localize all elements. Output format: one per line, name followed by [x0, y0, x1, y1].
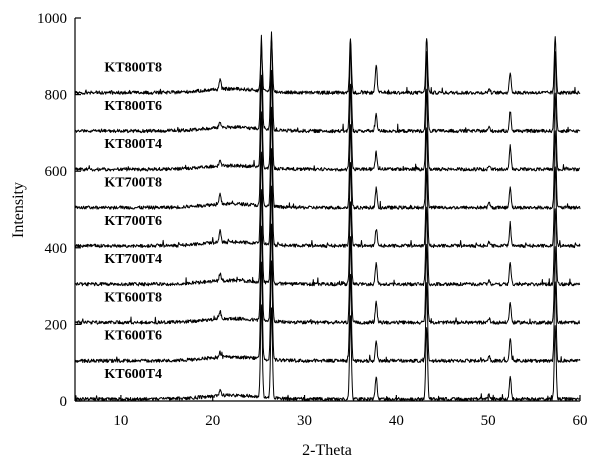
series-trace: [74, 223, 581, 325]
series-trace: [74, 185, 581, 287]
series-label: KT800T4: [104, 137, 162, 152]
series-trace: [74, 69, 581, 172]
x-tick-label: 40: [389, 413, 404, 429]
y-tick-label: 400: [45, 241, 68, 257]
series-label: KT600T4: [104, 367, 162, 382]
x-tick-label: 50: [481, 413, 496, 429]
series-label: KT800T6: [104, 99, 162, 114]
series-trace: [74, 304, 581, 402]
series-label: KT700T6: [104, 214, 162, 229]
y-tick-label: 200: [45, 317, 68, 333]
series-trace: [74, 148, 581, 249]
axes: [74, 18, 580, 402]
y-ticks: 0 200 400 600 800 1000: [37, 11, 81, 410]
series-label: KT800T8: [104, 61, 162, 76]
y-axis-title: Intensity: [10, 182, 27, 238]
series-label: KT700T8: [104, 176, 162, 191]
y-tick-label: 1000: [37, 11, 67, 27]
x-tick-label: 20: [205, 413, 220, 429]
y-tick-label: 600: [45, 164, 68, 180]
series-trace: [74, 36, 581, 95]
series-labels: KT600T4 KT600T6 KT600T8 KT700T4 KT700T6 KT700…: [104, 61, 162, 382]
series-label: KT700T4: [104, 252, 162, 267]
x-axis-title: 2-Theta: [302, 442, 352, 459]
x-tick-label: 10: [113, 413, 128, 429]
series-trace: [74, 31, 581, 134]
series-trace: [74, 106, 581, 210]
x-ticks: 10 20 30 40 50 60: [113, 395, 588, 429]
y-tick-label: 0: [60, 394, 68, 410]
series-label: KT600T6: [104, 329, 162, 344]
x-tick-label: 60: [573, 413, 588, 429]
y-tick-label: 800: [45, 88, 68, 104]
series-trace: [74, 260, 581, 363]
series-traces: [74, 31, 581, 402]
series-label: KT600T8: [104, 290, 162, 305]
x-tick-label: 30: [297, 413, 312, 429]
